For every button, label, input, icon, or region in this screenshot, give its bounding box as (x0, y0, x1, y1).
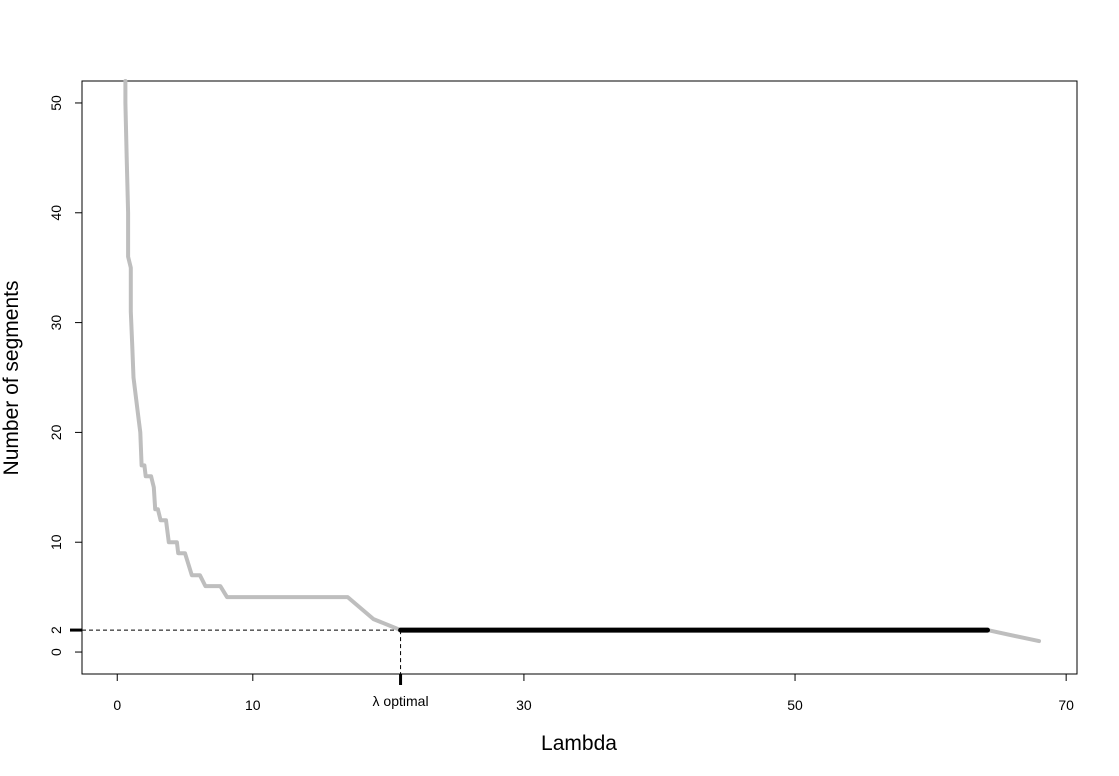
y-tick-label: 10 (48, 534, 64, 550)
y-tick-label: 50 (48, 95, 64, 111)
optimal-guides (82, 629, 402, 674)
y-tick-label: 20 (48, 424, 64, 440)
x-tick-label: 10 (245, 697, 261, 713)
x-axis: 0 10 30 50 70 λ optimal (113, 674, 1074, 713)
x-axis-title: Lambda (541, 732, 617, 755)
x-tick-label: 50 (787, 697, 803, 713)
y-tick-label: 30 (48, 315, 64, 331)
x-tick-label: 0 (113, 697, 121, 713)
optimal-lambda-label: λ optimal (373, 693, 429, 709)
plot-frame (81, 80, 1078, 675)
y-tick-label: 0 (48, 648, 64, 656)
series-layer (123, 79, 1041, 644)
y-tick-label: 40 (48, 205, 64, 221)
x-tick-label: 30 (516, 697, 532, 713)
y-marker-label: 2 (48, 626, 64, 634)
y-axis: 0 10 20 30 40 50 2 (48, 95, 82, 656)
y-axis-title: Number of segments (0, 281, 23, 476)
x-tick-label: 70 (1058, 697, 1074, 713)
lambda-path-line (123, 79, 1041, 644)
